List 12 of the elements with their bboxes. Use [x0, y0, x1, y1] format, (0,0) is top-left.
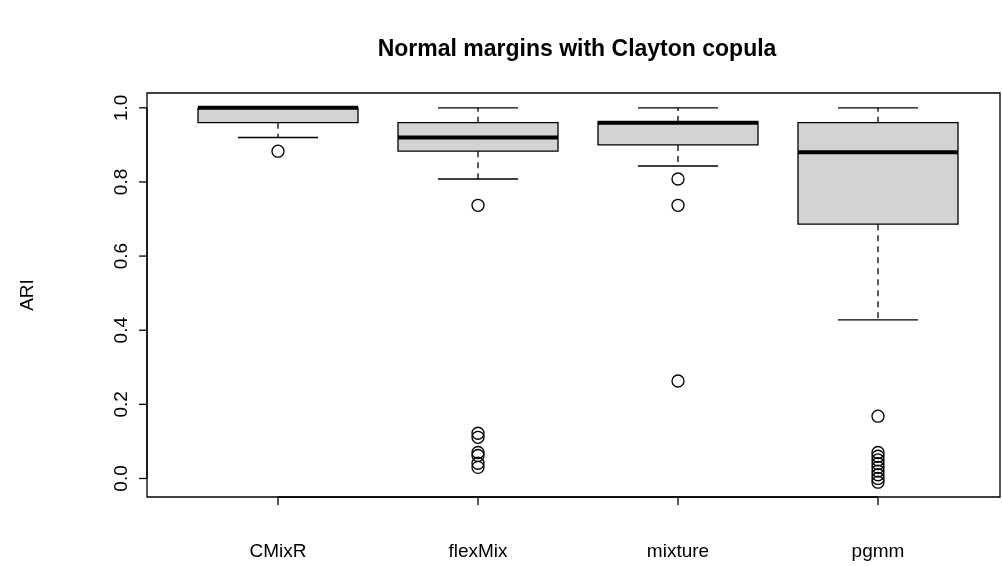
y-tick-label: 0.4 — [110, 316, 132, 344]
y-tick-label: 0.2 — [110, 391, 132, 418]
x-tick-label: mixture — [646, 540, 710, 562]
y-tick-label: 0.6 — [110, 242, 132, 270]
y-tick-label: 0.0 — [110, 465, 132, 492]
y-axis-title: ARI — [16, 279, 38, 311]
chart-title: Normal margins with Clayton copula — [377, 35, 777, 62]
y-tick-label: 0.8 — [110, 168, 132, 196]
x-tick-label: flexMix — [448, 540, 509, 562]
y-tick-label: 1.0 — [110, 94, 132, 122]
x-tick-label: pgmm — [851, 540, 905, 562]
x-tick-label: CMixR — [249, 540, 307, 562]
